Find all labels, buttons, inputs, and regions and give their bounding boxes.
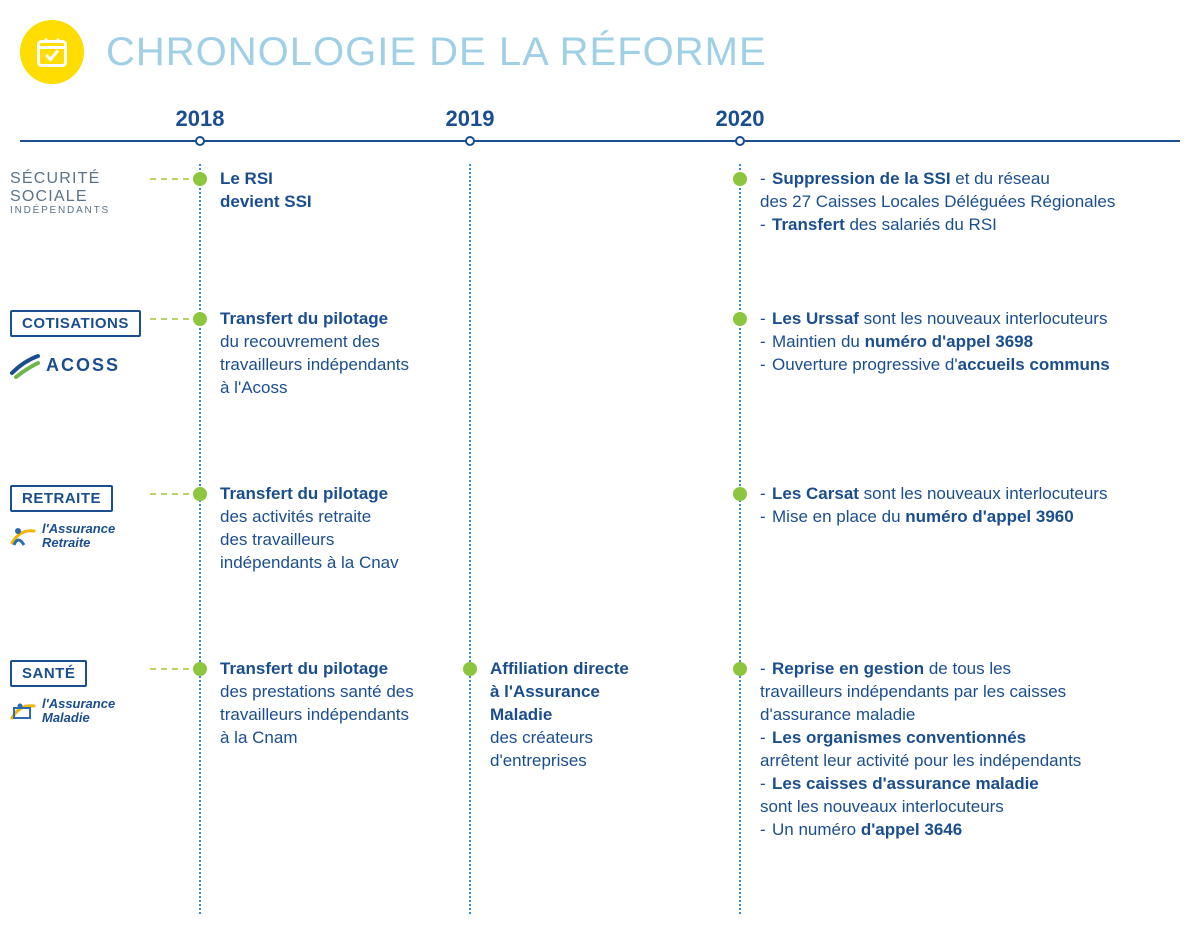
timeline-row: COTISATIONS ACOSS Transfert du pilotaged… — [0, 304, 1200, 479]
page-title: CHRONOLOGIE DE LA RÉFORME — [106, 30, 767, 75]
timeline: 2018 2019 2020 SÉCURITÉ SOCIALE INDÉPEND… — [0, 106, 1200, 914]
event-cell: Le RSIdevient SSI — [200, 168, 490, 214]
year-2019: 2019 — [446, 106, 495, 132]
event-cell: Les Urssaf sont les nouveaux interlocute… — [740, 308, 1170, 377]
event-text: Les Urssaf sont les nouveaux interlocute… — [760, 308, 1170, 377]
year-2020: 2020 — [716, 106, 765, 132]
event-text: Reprise en gestion de tous lestravailleu… — [760, 658, 1170, 842]
header: CHRONOLOGIE DE LA RÉFORME — [0, 0, 1200, 94]
horizontal-axis — [20, 140, 1180, 160]
event-text: Les Carsat sont les nouveaux interlocute… — [760, 483, 1170, 529]
event-text: Transfert du pilotagedes activités retra… — [220, 483, 490, 575]
category-block: SANTÉ l'AssuranceMaladie — [10, 660, 170, 724]
event-text: Transfert du pilotagedes prestations san… — [220, 658, 490, 750]
timeline-row: RETRAITE l'AssuranceRetraite Transfert d… — [0, 479, 1200, 654]
assurance-maladie-logo: l'AssuranceMaladie — [10, 697, 170, 724]
category-ssi: SÉCURITÉ SOCIALE INDÉPENDANTS — [10, 170, 170, 216]
category-badge-cotisations: COTISATIONS — [10, 310, 141, 337]
event-cell: Transfert du pilotagedes activités retra… — [200, 483, 490, 575]
category-badge-sante: SANTÉ — [10, 660, 87, 687]
axis-node-2020 — [735, 136, 745, 146]
timeline-row: SANTÉ l'AssuranceMaladie Transfert du pi… — [0, 654, 1200, 914]
event-text: Le RSIdevient SSI — [220, 168, 490, 214]
year-2018: 2018 — [176, 106, 225, 132]
axis-node-2019 — [465, 136, 475, 146]
event-cell: Suppression de la SSI et du réseaudes 27… — [740, 168, 1170, 237]
calendar-icon — [20, 20, 84, 84]
event-text: Transfert du pilotagedu recouvrement des… — [220, 308, 490, 400]
event-cell: Affiliation directeà l'AssuranceMaladied… — [470, 658, 760, 773]
category-block: RETRAITE l'AssuranceRetraite — [10, 485, 170, 549]
assurance-retraite-logo: l'AssuranceRetraite — [10, 522, 170, 549]
event-cell: Transfert du pilotagedes prestations san… — [200, 658, 490, 750]
event-cell: Transfert du pilotagedu recouvrement des… — [200, 308, 490, 400]
axis-node-2018 — [195, 136, 205, 146]
category-block: SÉCURITÉ SOCIALE INDÉPENDANTS — [10, 170, 170, 216]
category-badge-retraite: RETRAITE — [10, 485, 113, 512]
event-text: Affiliation directeà l'AssuranceMaladied… — [490, 658, 760, 773]
acoss-logo: ACOSS — [10, 351, 170, 379]
timeline-grid: SÉCURITÉ SOCIALE INDÉPENDANTS Le RSIdevie… — [0, 164, 1200, 914]
event-cell: Reprise en gestion de tous lestravailleu… — [740, 658, 1170, 842]
timeline-row: SÉCURITÉ SOCIALE INDÉPENDANTS Le RSIdevie… — [0, 164, 1200, 304]
event-text: Suppression de la SSI et du réseaudes 27… — [760, 168, 1170, 237]
years-row: 2018 2019 2020 — [0, 106, 1200, 140]
category-block: COTISATIONS ACOSS — [10, 310, 170, 379]
event-cell: Les Carsat sont les nouveaux interlocute… — [740, 483, 1170, 529]
